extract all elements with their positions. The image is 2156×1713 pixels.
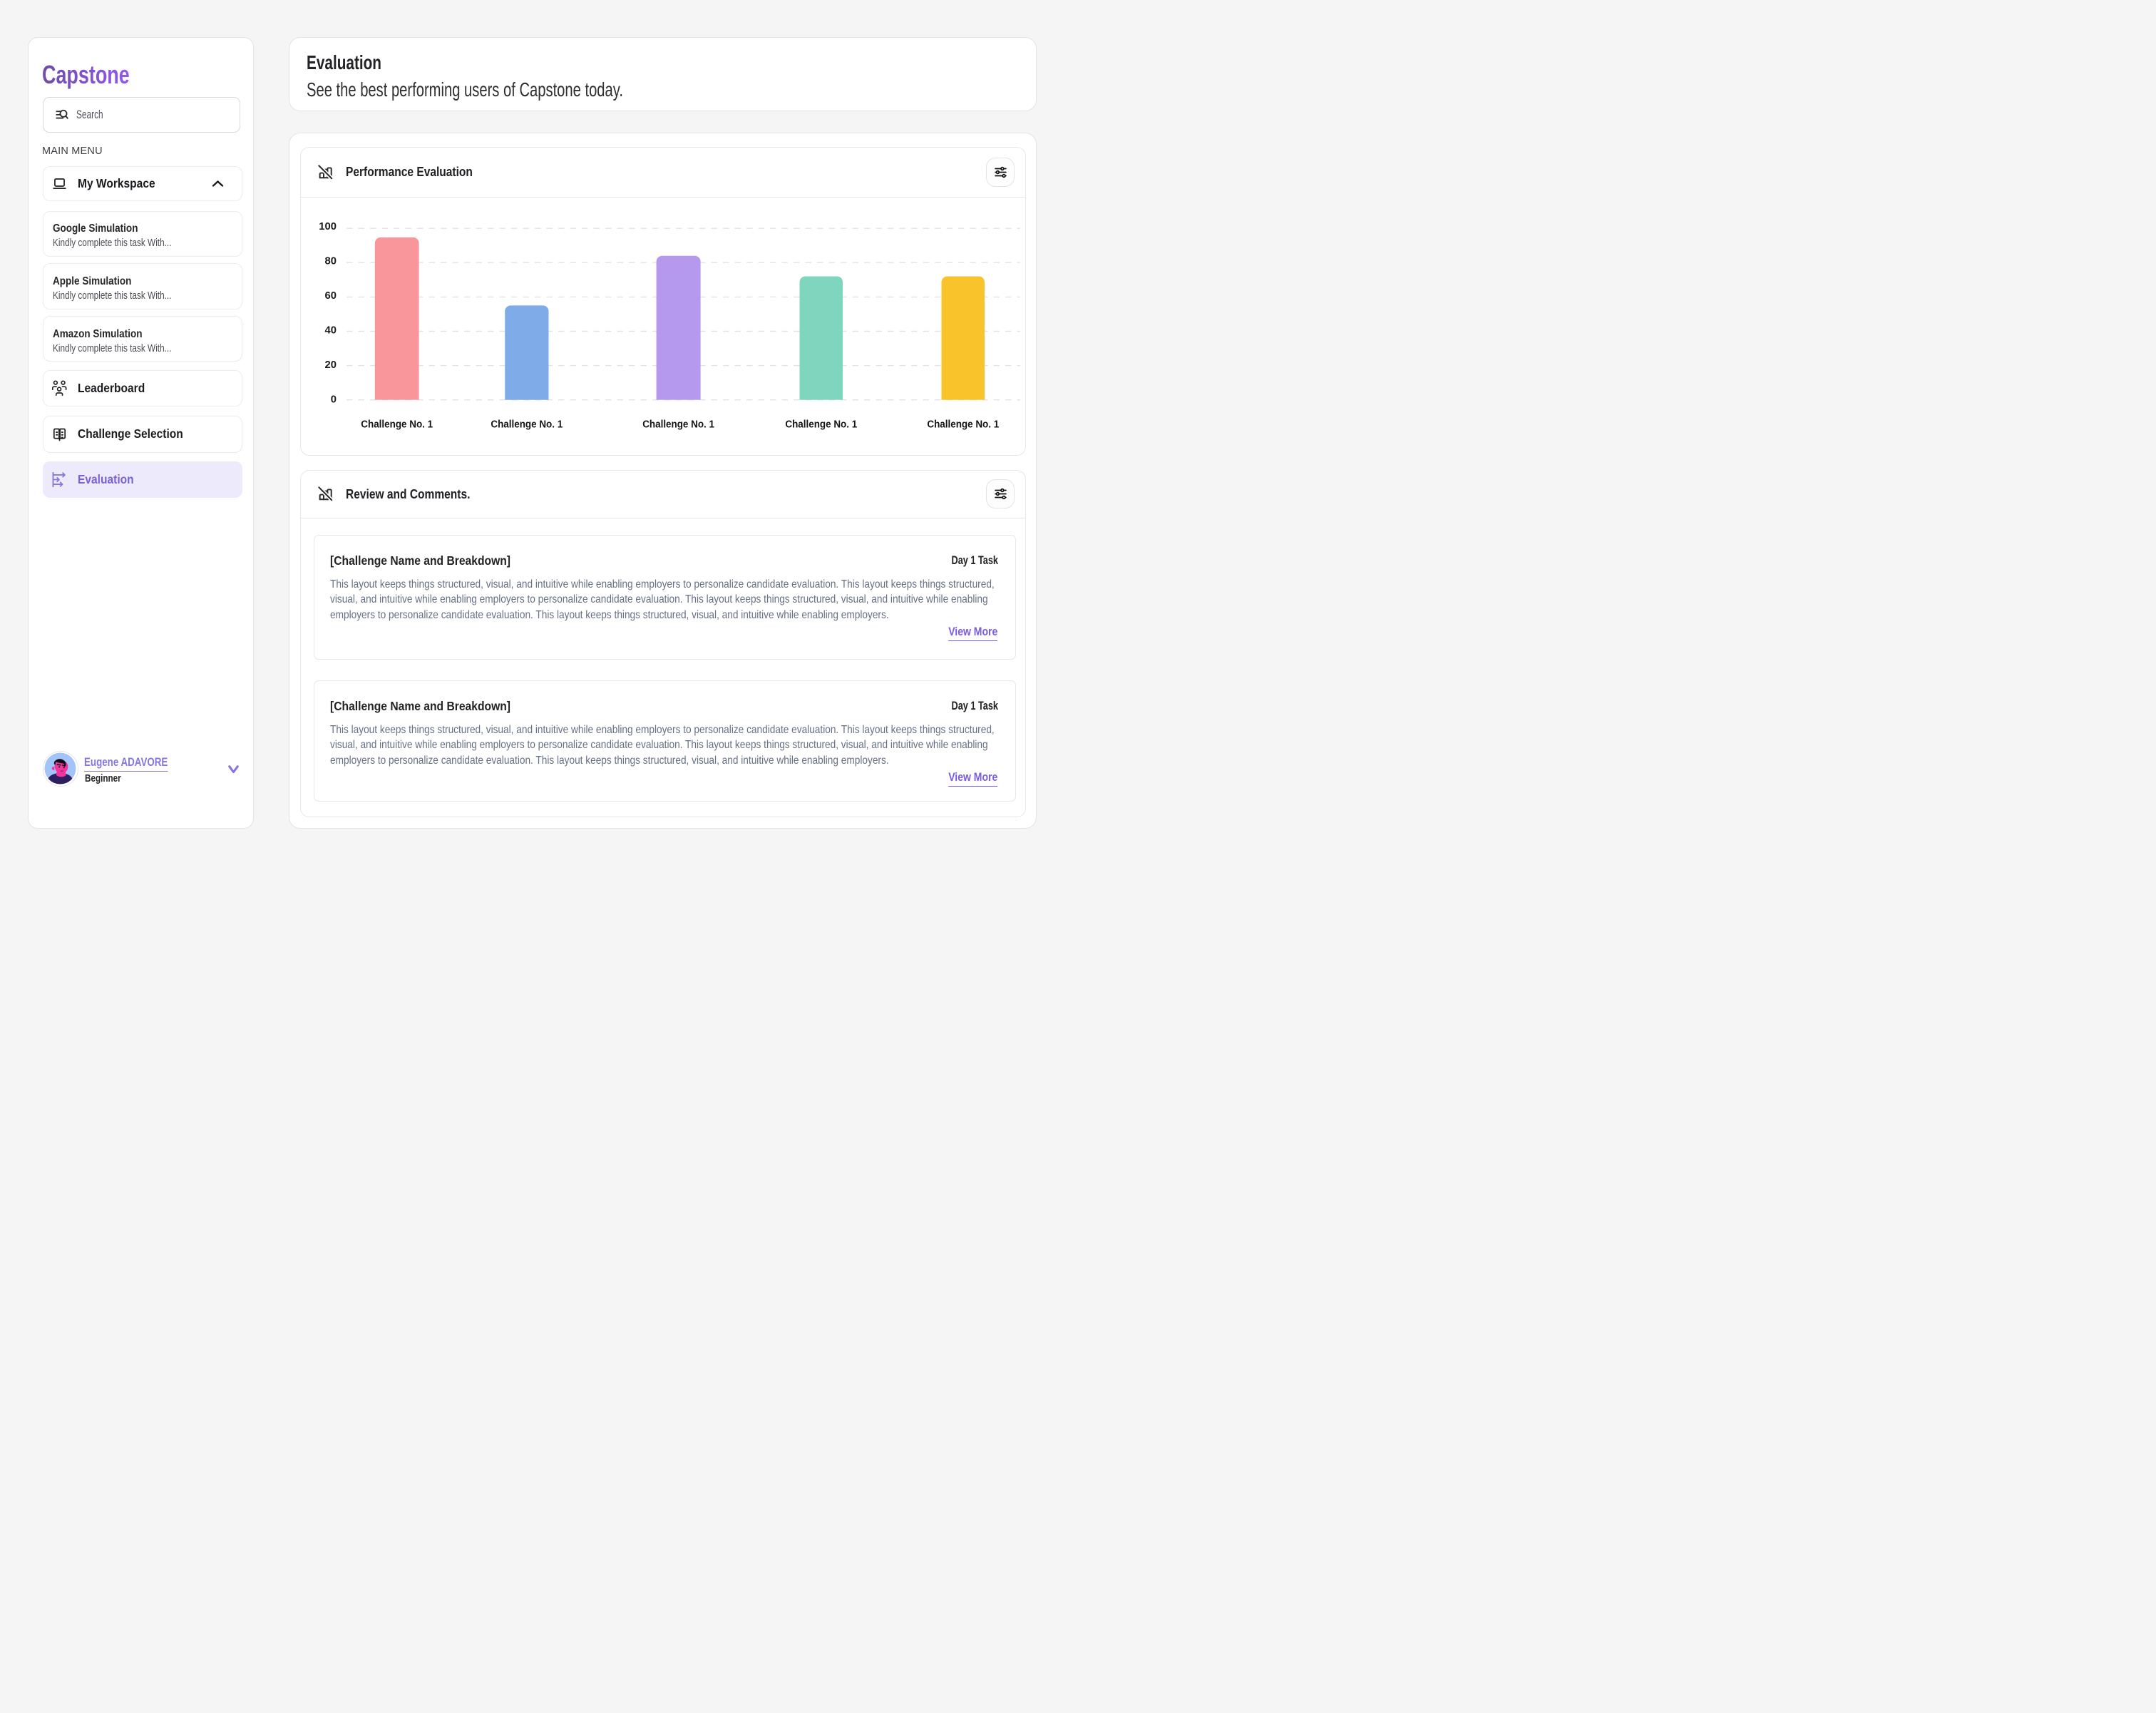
svg-text:100: 100: [319, 221, 337, 232]
svg-text:60: 60: [324, 290, 336, 302]
svg-text:Challenge No. 1: Challenge No. 1: [491, 418, 563, 430]
svg-text:Challenge No. 1: Challenge No. 1: [361, 418, 433, 430]
svg-text:20: 20: [324, 359, 336, 371]
svg-text:Challenge No. 1: Challenge No. 1: [785, 418, 857, 430]
svg-text:0: 0: [330, 394, 336, 405]
svg-text:Challenge No. 1: Challenge No. 1: [927, 418, 999, 430]
svg-text:Challenge No. 1: Challenge No. 1: [642, 418, 714, 430]
svg-text:40: 40: [324, 324, 336, 336]
svg-text:80: 80: [324, 255, 336, 267]
